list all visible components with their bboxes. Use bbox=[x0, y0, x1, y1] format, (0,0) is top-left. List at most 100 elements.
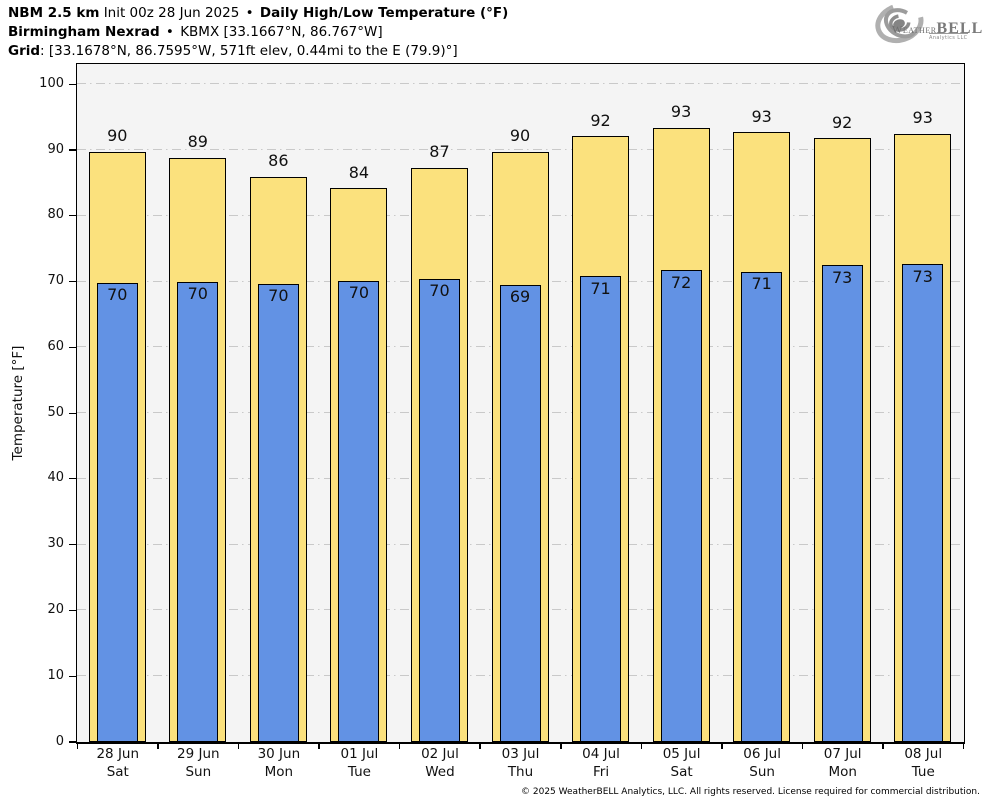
x-tick-label: 01 Jul Tue bbox=[314, 746, 404, 781]
y-tick-label: 20 bbox=[47, 601, 64, 617]
y-tick-mark bbox=[69, 675, 76, 677]
gridline bbox=[77, 83, 964, 85]
x-tick-date: 08 Jul bbox=[904, 746, 943, 762]
low-temp-bar bbox=[741, 271, 783, 742]
high-temp-value: 93 bbox=[670, 102, 692, 122]
high-temp-value: 93 bbox=[751, 106, 772, 126]
low-temp-bar bbox=[902, 264, 944, 742]
x-tick-label: 02 Jul Wed bbox=[395, 746, 485, 781]
x-tick-date: 02 Jul bbox=[421, 746, 459, 762]
low-temp-bar bbox=[257, 283, 299, 742]
model-name: NBM 2.5 km bbox=[8, 5, 100, 21]
low-temp-bar bbox=[418, 278, 460, 742]
logo-bell-text: BELL bbox=[936, 20, 984, 37]
low-temp-value: 73 bbox=[912, 266, 933, 286]
x-tick-mark bbox=[76, 743, 79, 749]
x-tick-mark bbox=[560, 743, 562, 749]
logo-subtitle: Analytics LLC bbox=[929, 33, 968, 41]
y-tick-mark bbox=[69, 215, 76, 217]
header-line-2: Birmingham Nexrad • KBMX [33.1667°N, 86.… bbox=[8, 23, 508, 42]
y-tick-mark bbox=[69, 609, 76, 612]
low-temp-value: 71 bbox=[590, 278, 611, 298]
y-tick-label: 70 bbox=[47, 273, 64, 289]
logo-wordmark: WeatherBELL bbox=[892, 18, 983, 38]
high-temp-value: 84 bbox=[348, 162, 370, 182]
x-tick-date: 04 Jul bbox=[582, 746, 620, 762]
copyright-text: © 2025 WeatherBELL Analytics, LLC. All r… bbox=[521, 787, 980, 797]
high-temp-value: 92 bbox=[831, 112, 853, 132]
x-tick-day: Wed bbox=[425, 763, 455, 780]
y-tick-label: 10 bbox=[47, 667, 64, 683]
high-temp-value: 89 bbox=[187, 132, 208, 152]
x-tick-label: 07 Jul Mon bbox=[798, 746, 888, 781]
low-temp-value: 70 bbox=[348, 283, 370, 303]
x-tick-mark bbox=[157, 743, 159, 749]
y-tick-mark bbox=[69, 478, 76, 480]
x-tick-mark bbox=[237, 743, 240, 749]
x-tick-label: 28 Jun Sat bbox=[73, 746, 163, 781]
x-tick-mark bbox=[640, 743, 643, 749]
y-tick-mark bbox=[69, 346, 76, 348]
low-temp-bar bbox=[580, 276, 622, 742]
x-tick-mark bbox=[801, 743, 804, 749]
low-temp-value: 69 bbox=[509, 287, 531, 307]
high-temp-value: 92 bbox=[590, 110, 611, 130]
x-tick-label: 29 Jun Sun bbox=[153, 746, 243, 781]
separator-dot: • bbox=[165, 24, 174, 40]
x-tick-date: 07 Jul bbox=[823, 746, 862, 762]
station-details: KBMX [33.1667°N, 86.767°W] bbox=[180, 24, 383, 40]
x-tick-label: 08 Jul Tue bbox=[878, 746, 968, 781]
gridline bbox=[77, 149, 964, 150]
y-tick-label: 50 bbox=[47, 404, 64, 420]
weatherbell-logo: WeatherBELL Analytics LLC bbox=[866, 2, 983, 49]
high-temp-value: 87 bbox=[429, 142, 450, 162]
x-tick-label: 03 Jul Thu bbox=[476, 746, 566, 781]
x-tick-date: 30 Jun bbox=[257, 746, 301, 762]
x-tick-mark bbox=[318, 743, 320, 749]
x-tick-mark bbox=[721, 743, 723, 749]
header-line-1: NBM 2.5 km Init 00z 28 Jun 2025 • Daily … bbox=[8, 4, 508, 23]
x-tick-day: Tue bbox=[347, 763, 371, 780]
x-tick-day: Tue bbox=[911, 763, 935, 780]
y-tick-label: 100 bbox=[39, 75, 64, 91]
x-tick-date: 06 Jul bbox=[743, 746, 781, 762]
low-temp-bar bbox=[660, 270, 702, 742]
logo-weather-text: Weather bbox=[892, 24, 937, 36]
low-temp-value: 70 bbox=[187, 284, 208, 304]
x-tick-label: 04 Jul Fri bbox=[556, 746, 646, 781]
hurricane-swirl-icon bbox=[875, 4, 924, 44]
low-temp-value: 70 bbox=[429, 281, 450, 301]
init-time: Init 00z 28 Jun 2025 bbox=[103, 5, 240, 21]
grid-label: Grid bbox=[8, 43, 41, 59]
high-temp-value: 90 bbox=[509, 126, 531, 146]
low-temp-value: 71 bbox=[751, 274, 772, 294]
high-temp-value: 93 bbox=[912, 108, 933, 128]
x-tick-mark bbox=[882, 743, 884, 749]
x-tick-mark bbox=[479, 743, 481, 749]
plot-area: 90 70 89 70 86 70 84 70 87 70 90 69 92 71 93 72 93 71 92 73… bbox=[76, 63, 965, 744]
low-temp-bar bbox=[499, 284, 541, 742]
x-tick-day: Mon bbox=[264, 763, 294, 780]
x-tick-day: Mon bbox=[828, 763, 857, 780]
product-title: Daily High/Low Temperature (°F) bbox=[259, 5, 509, 21]
high-temp-value: 86 bbox=[268, 151, 289, 171]
x-tick-mark bbox=[962, 743, 965, 749]
x-tick-label: 05 Jul Sat bbox=[637, 746, 727, 781]
x-tick-date: 28 Jun bbox=[96, 746, 140, 762]
low-temp-value: 70 bbox=[268, 286, 289, 306]
y-tick-label: 80 bbox=[47, 207, 64, 223]
x-tick-date: 03 Jul bbox=[501, 746, 540, 762]
x-tick-label: 30 Jun Mon bbox=[234, 746, 324, 781]
y-tick-label: 30 bbox=[47, 536, 64, 552]
y-tick-label: 90 bbox=[47, 141, 64, 157]
low-temp-bar bbox=[96, 282, 138, 742]
x-tick-day: Thu bbox=[507, 763, 534, 780]
y-tick-mark bbox=[69, 544, 76, 546]
low-temp-bar bbox=[177, 281, 219, 742]
x-tick-date: 29 Jun bbox=[177, 746, 220, 762]
y-tick-mark bbox=[69, 149, 76, 151]
chart-header: NBM 2.5 km Init 00z 28 Jun 2025 • Daily … bbox=[8, 4, 508, 61]
x-tick-day: Sun bbox=[185, 763, 212, 780]
low-temp-bar bbox=[338, 280, 380, 742]
y-tick-mark bbox=[69, 280, 76, 283]
